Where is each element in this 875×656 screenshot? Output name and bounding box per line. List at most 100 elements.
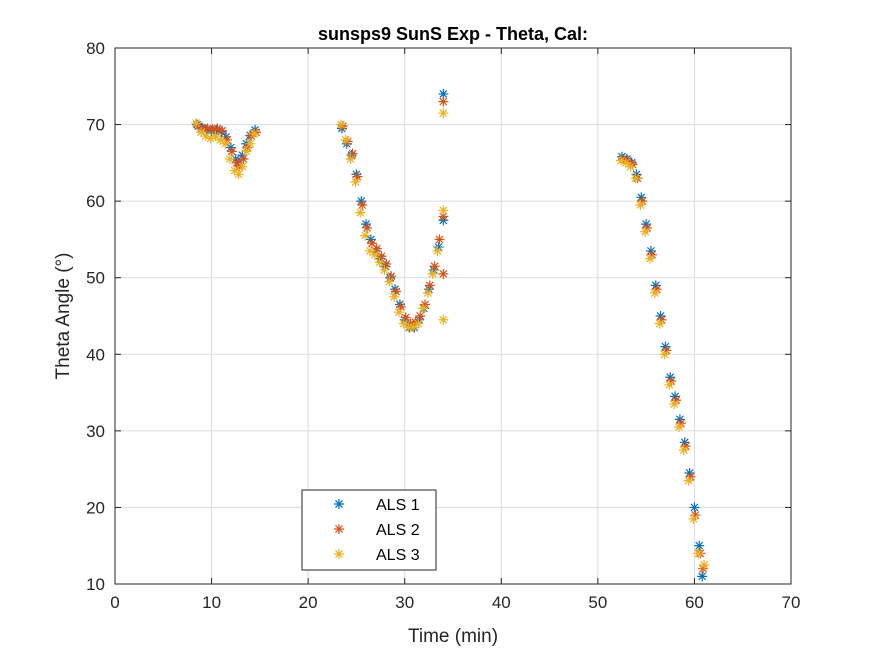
data-point bbox=[641, 219, 652, 230]
y-tick-label: 40 bbox=[86, 345, 105, 364]
data-point bbox=[370, 245, 381, 256]
data-point bbox=[391, 286, 402, 297]
data-point bbox=[220, 138, 231, 149]
data-point bbox=[683, 475, 694, 486]
data-point bbox=[364, 245, 375, 256]
data-point bbox=[355, 207, 366, 218]
data-point bbox=[365, 234, 376, 245]
legend-label-als-2: ALS 2 bbox=[376, 522, 420, 539]
legend-label-als-3: ALS 3 bbox=[376, 547, 420, 564]
x-tick-label: 60 bbox=[685, 593, 704, 612]
data-point bbox=[428, 265, 439, 276]
data-point bbox=[414, 314, 425, 325]
data-point bbox=[360, 230, 371, 241]
data-point bbox=[237, 150, 248, 161]
data-point bbox=[222, 134, 233, 145]
data-point bbox=[640, 226, 651, 237]
x-tick-label: 70 bbox=[782, 593, 801, 612]
data-point bbox=[620, 157, 631, 168]
data-point bbox=[341, 138, 352, 149]
data-point bbox=[202, 123, 213, 134]
data-point bbox=[422, 288, 433, 299]
axis-ticks: 0 10 20 30 40 50 60 70 10 20 30 40 50 60 70 80 bbox=[86, 39, 800, 612]
data-point bbox=[200, 131, 211, 142]
y-tick-label: 70 bbox=[86, 116, 105, 135]
data-point bbox=[386, 271, 397, 282]
data-point bbox=[398, 318, 409, 329]
data-point bbox=[427, 268, 438, 279]
data-point bbox=[221, 131, 232, 142]
legend-marker-symbol bbox=[334, 499, 344, 509]
x-tick-label: 10 bbox=[202, 593, 221, 612]
data-point bbox=[229, 165, 240, 176]
data-point bbox=[654, 318, 665, 329]
data-point bbox=[245, 138, 256, 149]
x-axis-label: Time (min) bbox=[408, 626, 498, 647]
data-point bbox=[432, 245, 443, 256]
data-point bbox=[415, 311, 426, 321]
data-point bbox=[400, 312, 411, 323]
y-tick-label: 30 bbox=[86, 422, 105, 441]
data-point bbox=[419, 299, 430, 310]
data-point bbox=[693, 548, 704, 559]
data-point bbox=[195, 127, 206, 138]
data-point bbox=[215, 134, 226, 145]
data-point bbox=[669, 399, 680, 410]
data-point bbox=[345, 154, 356, 165]
y-tick-label: 20 bbox=[86, 498, 105, 517]
data-point bbox=[656, 314, 667, 325]
data-point bbox=[217, 125, 228, 136]
legend-box bbox=[301, 489, 437, 571]
chart-title: sunsps9 SunS Exp - Theta, Cal: bbox=[318, 24, 588, 44]
data-point bbox=[340, 134, 351, 145]
data-point bbox=[438, 88, 449, 99]
data-point bbox=[661, 345, 672, 356]
data-point bbox=[625, 161, 636, 172]
data-point bbox=[438, 96, 449, 107]
data-point bbox=[351, 169, 362, 180]
data-point bbox=[399, 314, 410, 325]
data-point bbox=[356, 196, 367, 207]
y-tick-label: 10 bbox=[86, 575, 105, 594]
data-point bbox=[226, 146, 237, 157]
data-point bbox=[670, 391, 681, 402]
data-point bbox=[651, 284, 662, 295]
legend-marker-symbol bbox=[334, 524, 344, 534]
data-point bbox=[191, 118, 202, 129]
y-tick-label: 60 bbox=[86, 192, 105, 211]
data-point bbox=[616, 155, 627, 166]
data-point bbox=[675, 418, 686, 429]
plot-frame bbox=[114, 47, 792, 585]
data-point bbox=[680, 441, 691, 452]
data-point bbox=[674, 414, 685, 425]
legend-label-als-1: ALS 1 bbox=[376, 497, 420, 514]
legend-marker-symbol bbox=[334, 549, 344, 559]
data-point bbox=[210, 131, 221, 142]
x-tick-label: 30 bbox=[395, 593, 414, 612]
grid-lines bbox=[115, 48, 791, 584]
data-point bbox=[679, 437, 690, 448]
data-point bbox=[212, 123, 223, 134]
legend-item-2: ALS 2 bbox=[334, 522, 420, 539]
data-point bbox=[242, 142, 253, 153]
data-point bbox=[678, 445, 689, 455]
data-point bbox=[352, 171, 363, 182]
data-point bbox=[380, 261, 391, 272]
data-point bbox=[362, 222, 373, 233]
data-point bbox=[381, 258, 392, 269]
data-point bbox=[369, 249, 380, 260]
data-point bbox=[659, 349, 670, 360]
data-point bbox=[384, 276, 395, 287]
data-point bbox=[379, 265, 390, 276]
data-point bbox=[376, 251, 387, 262]
data-point bbox=[193, 121, 204, 132]
y-tick-label: 80 bbox=[86, 39, 105, 58]
data-point bbox=[224, 154, 235, 165]
data-point bbox=[631, 169, 642, 180]
data-point bbox=[335, 119, 346, 130]
data-point bbox=[393, 307, 404, 318]
data-point bbox=[375, 253, 386, 264]
data-point bbox=[361, 219, 372, 230]
data-point bbox=[230, 154, 241, 165]
